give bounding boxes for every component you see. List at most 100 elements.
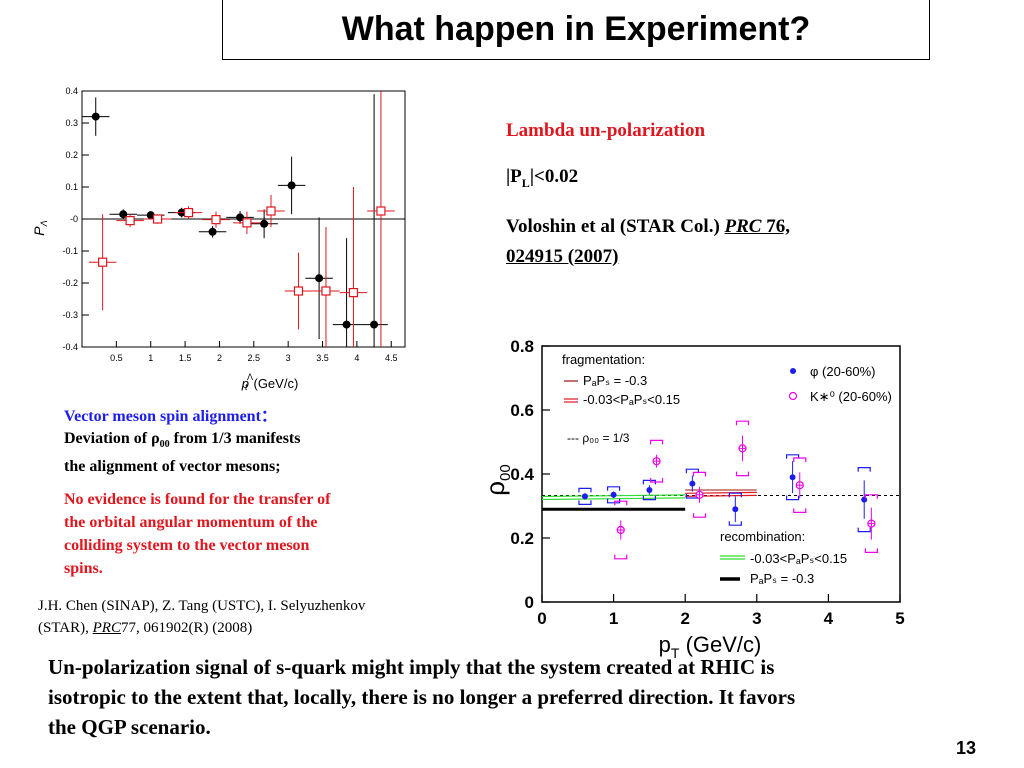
lambda-point-red <box>211 215 221 225</box>
lambda-point-red <box>266 206 276 216</box>
lambda-ref-journal: PRC <box>724 216 762 237</box>
rho-x-tick-label: 4 <box>824 609 834 628</box>
rho-sys-bracket <box>857 467 871 472</box>
lambda-limit-b: |<0.02 <box>529 166 579 187</box>
rho-sys-bracket <box>735 420 750 426</box>
rho-sys-bracket <box>786 454 800 459</box>
rho-sys-bracket <box>614 554 628 560</box>
legend-rec1: -0.03<PₐPₛ<0.15 <box>750 551 847 566</box>
citation-line-2: (STAR), PRC77, 061902(R) (2008) <box>38 617 365 639</box>
lambda-point-black <box>91 112 100 121</box>
rho-x-tick-label: 2 <box>680 609 689 628</box>
lambda-ref-page: 024915 (2007) <box>506 246 619 267</box>
lambda-x-tick-label: 0.5 <box>110 353 123 363</box>
rho-sys-bracket <box>793 457 807 462</box>
lambda-point-black <box>119 210 128 219</box>
rho-x-tick-label: 3 <box>752 609 761 628</box>
rho-sys-bracket <box>578 500 592 505</box>
rho-y-tick-label: 0.8 <box>510 337 534 356</box>
no-evidence-4: spins. <box>64 560 103 577</box>
rho-sys-bracket <box>857 527 871 533</box>
lambda-point-red <box>125 216 135 226</box>
deviation-line: Deviation of ρ00 from 1/3 manifests <box>64 428 300 456</box>
rho-sys-bracket <box>692 513 707 518</box>
rho-x-tick-label: 1 <box>609 609 618 628</box>
rho-sys-bracket <box>607 486 621 491</box>
lambda-y-tick-label: -0.2 <box>62 278 78 288</box>
legend-ref: --- ρ₀₀ = 1/3 <box>567 431 630 445</box>
legend-frag-header: fragmentation: <box>562 352 645 367</box>
rho-point-phi <box>610 491 617 498</box>
lambda-point-red <box>183 208 194 218</box>
page-number: 13 <box>956 738 977 758</box>
rho-y-tick-label: 0.4 <box>510 465 534 484</box>
rho-sys-bracket <box>728 492 742 498</box>
lambda-x-tick-label: 1.5 <box>179 353 192 363</box>
deviation-sub: 00 <box>159 439 170 451</box>
rho-sys-bracket <box>578 487 592 493</box>
rho-x-axis-label: pT (GeV/c) <box>659 632 762 660</box>
vector-meson-block: Vector meson spin alignment： Deviation o… <box>64 406 300 478</box>
no-evidence-1: No evidence is found for the transfer of <box>64 491 331 508</box>
lambda-polarization-chart: 0.5 1 1.5 2 2.5 3 3.5 4 4.5 0.4 0.3 0.2 0.1 -0 -0.1 -0.… <box>31 86 406 392</box>
rho-x-tick-label: 0 <box>537 609 546 628</box>
rho-point-phi <box>689 480 696 487</box>
lambda-x-tick-label: 3 <box>286 353 291 363</box>
lambda-y-tick-label: -0.3 <box>62 310 78 320</box>
lambda-heading: Lambda un-polarization <box>506 120 706 141</box>
lambda-y-tick-label: -0 <box>70 214 78 224</box>
rho-model-line <box>541 497 686 501</box>
citation-line-1: J.H. Chen (SINAP), Z. Tang (USTC), I. Se… <box>38 598 366 614</box>
legend-frag1: PₐPₛ = -0.3 <box>583 373 647 388</box>
rho-sys-bracket <box>642 495 656 501</box>
lambda-reference: Voloshin et al (STAR Col.) PRC 76, 02491… <box>506 212 916 272</box>
lambda-point-black <box>370 320 379 329</box>
lambda-limit-a: |P <box>506 166 522 187</box>
lambda-limit: |PL|<0.02 <box>506 166 578 191</box>
lambda-x-tick-label: 4 <box>354 353 359 363</box>
rho-y-tick-label: 0.6 <box>510 401 534 420</box>
legend-frag2: -0.03<PₐPₛ<0.15 <box>583 392 680 407</box>
legend-rec-header: recombination: <box>720 529 805 544</box>
lambda-ref-authors: Voloshin et al (STAR Col.) <box>506 216 725 237</box>
lambda-x-tick-label: 1 <box>148 353 153 363</box>
rho-y-tick-label: 0.2 <box>510 529 534 548</box>
rho-sys-bracket <box>649 439 664 445</box>
rho-sys-bracket <box>692 471 707 477</box>
citation-block: J.H. Chen (SINAP), Z. Tang (USTC), I. Se… <box>38 595 365 639</box>
rho-sys-bracket <box>728 521 742 526</box>
citation-2a: (STAR), <box>38 620 93 636</box>
lambda-point-red <box>321 286 331 296</box>
lambda-x-axis-label: pΛ t (GeV/c) <box>241 372 299 392</box>
lambda-y-tick-label: -0.1 <box>62 246 78 256</box>
lambda-point-black <box>208 227 217 236</box>
rho-sys-bracket <box>649 478 664 483</box>
conclusion-line-2: isotropic to the extent that, locally, t… <box>48 685 796 709</box>
conclusion-line-3: the QGP scenario. <box>48 715 211 739</box>
lambda-y-tick-label: 0.3 <box>65 118 78 128</box>
lambda-point-red <box>242 218 252 228</box>
no-evidence-3: colliding system to the vector meson <box>64 537 310 554</box>
rho-point-phi <box>646 487 653 493</box>
lambda-point-red <box>152 214 163 224</box>
vector-meson-heading: Vector meson spin alignment： <box>64 408 277 425</box>
lambda-x-tick-label: 3.5 <box>316 353 329 363</box>
rho-y-tick-label: 0 <box>525 593 534 612</box>
legend-kstar: K∗⁰ (20-60%) <box>810 389 892 404</box>
lambda-point-red <box>376 206 386 216</box>
rho-sys-bracket <box>735 471 750 477</box>
rho-x-tick-label: 5 <box>895 609 904 628</box>
rho-sys-bracket <box>786 495 800 501</box>
rho-point-phi <box>789 474 796 481</box>
legend-kstar-marker <box>788 391 798 401</box>
legend-rec2: PₐPₛ = -0.3 <box>750 571 814 586</box>
lambda-point-black <box>342 320 351 329</box>
lambda-point-black <box>236 213 245 222</box>
lambda-limit-sub: L <box>521 175 530 190</box>
lambda-y-axis-label: PΛ <box>31 220 49 235</box>
lambda-y-tick-label: -0.4 <box>62 342 78 352</box>
lambda-point-red <box>98 257 108 267</box>
lambda-x-tick-label: 2 <box>217 353 222 363</box>
rho-y-axis-label: ρ00 <box>480 464 514 495</box>
rho-point-phi <box>581 493 588 500</box>
